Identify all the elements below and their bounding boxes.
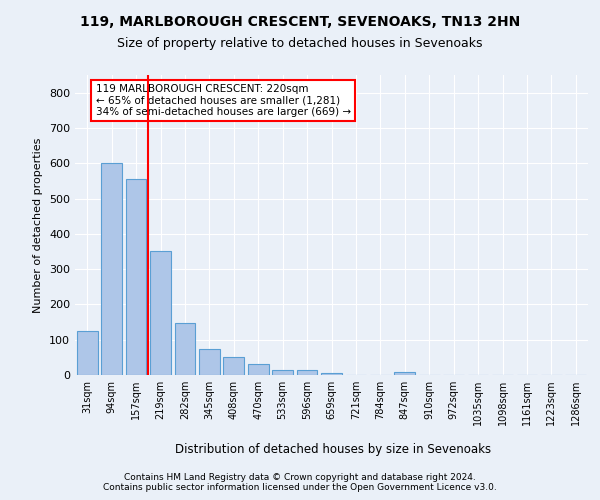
Bar [175,323,196,375]
Bar [321,372,342,375]
Bar [101,163,122,375]
Bar [248,364,269,375]
Bar [296,370,317,375]
Text: 119 MARLBOROUGH CRESCENT: 220sqm
← 65% of detached houses are smaller (1,281)
34: 119 MARLBOROUGH CRESCENT: 220sqm ← 65% o… [95,84,350,117]
Text: Size of property relative to detached houses in Sevenoaks: Size of property relative to detached ho… [117,38,483,51]
Bar [77,331,98,375]
Bar [150,252,171,375]
Bar [223,358,244,375]
Bar [394,372,415,375]
Text: Contains HM Land Registry data © Crown copyright and database right 2024.: Contains HM Land Registry data © Crown c… [124,472,476,482]
Bar [125,179,146,375]
Y-axis label: Number of detached properties: Number of detached properties [34,138,43,312]
Bar [199,348,220,375]
Text: Contains public sector information licensed under the Open Government Licence v3: Contains public sector information licen… [103,484,497,492]
Bar [272,370,293,375]
Text: Distribution of detached houses by size in Sevenoaks: Distribution of detached houses by size … [175,442,491,456]
Text: 119, MARLBOROUGH CRESCENT, SEVENOAKS, TN13 2HN: 119, MARLBOROUGH CRESCENT, SEVENOAKS, TN… [80,15,520,29]
